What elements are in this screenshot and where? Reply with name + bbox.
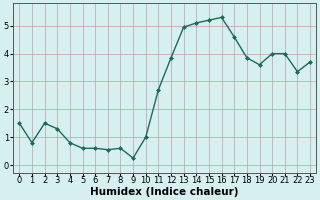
X-axis label: Humidex (Indice chaleur): Humidex (Indice chaleur) <box>91 187 239 197</box>
